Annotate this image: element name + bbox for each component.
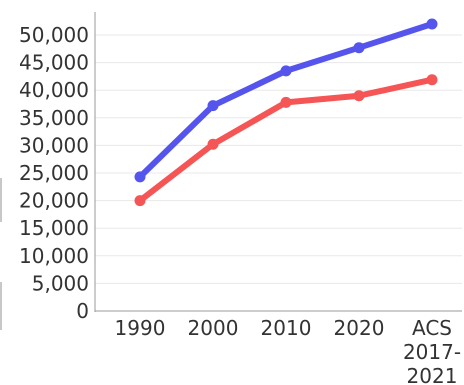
y-tick-label: 40,000 (19, 78, 89, 102)
data-point (353, 90, 365, 102)
data-point (207, 138, 219, 150)
data-point (134, 171, 146, 183)
y-tick-label: 25,000 (19, 161, 89, 185)
data-point (207, 100, 219, 112)
y-tick-label: 45,000 (19, 51, 89, 75)
gridlines (94, 12, 462, 312)
data-point (426, 74, 438, 86)
y-tick-label: 50,000 (19, 23, 89, 47)
y-tick-label: 5,000 (32, 271, 89, 295)
data-point (426, 18, 438, 30)
y-tick-label: 20,000 (19, 189, 89, 213)
x-tick-label: 2000 (188, 316, 239, 340)
x-tick-label: ACS 2017-2021 (403, 316, 461, 385)
x-tick-label: 1990 (115, 316, 166, 340)
x-axis-ticks: 1990 2000 2010 2020 ACS 2017-2021 (115, 316, 462, 385)
y-axis-ticks: 0 5,000 10,000 15,000 20,000 25,000 30,000 35,0… (19, 23, 89, 323)
x-tick-label: 2010 (261, 316, 312, 340)
data-point (280, 65, 292, 77)
y-tick-label: 30,000 (19, 133, 89, 157)
x-tick-label: 2020 (334, 316, 385, 340)
y-tick-label: 0 (76, 299, 89, 323)
y-tick-label: 35,000 (19, 106, 89, 130)
data-point (353, 42, 365, 54)
y-tick-label: 15,000 (19, 216, 89, 240)
y-tick-label: 10,000 (19, 244, 89, 268)
series-group (134, 18, 438, 207)
data-point (134, 195, 146, 207)
data-point (280, 96, 292, 108)
